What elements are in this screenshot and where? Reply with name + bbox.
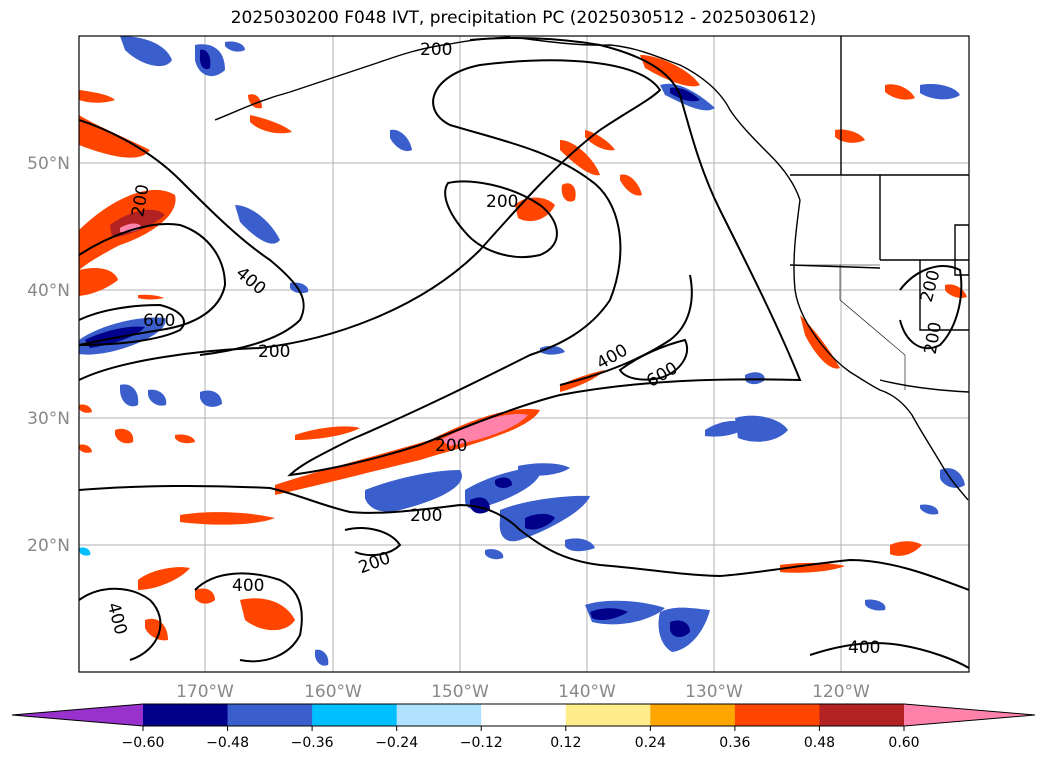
- colorbar-extend-high: [904, 704, 1035, 726]
- colorbar-tick-label: 0.36: [719, 735, 750, 751]
- contour-label: 400: [848, 638, 880, 658]
- lat-label: 30°N: [27, 409, 70, 429]
- colorbar-segment: [312, 704, 398, 726]
- colorbar-extend-low: [12, 704, 143, 726]
- lat-label: 20°N: [27, 536, 70, 556]
- contour-label: 200: [486, 192, 518, 212]
- colorbar-tick-label: −0.12: [460, 735, 503, 751]
- longitude-labels: 170°W 160°W 150°W 140°W 130°W 120°W: [176, 682, 870, 702]
- latitude-labels: 50°N 40°N 30°N 20°N: [27, 154, 70, 556]
- map-border: [78, 35, 970, 673]
- contour-label: 200: [258, 342, 290, 362]
- map-title: 2025030200 F048 IVT, precipitation PC (2…: [230, 8, 817, 28]
- precip-shading: [79, 36, 967, 666]
- colorbar-segment: [819, 704, 905, 726]
- state-borders: [790, 175, 906, 390]
- lon-label: 120°W: [812, 682, 870, 702]
- colorbar-tick-label: 0.12: [550, 735, 581, 751]
- colorbar-segment: [565, 704, 651, 726]
- colorbar-segment: [734, 704, 820, 726]
- colorbar-segment: [143, 704, 229, 726]
- ivt-contours: [79, 36, 969, 669]
- contour-label: 600: [143, 311, 175, 331]
- colorbar-segment: [481, 704, 567, 726]
- colorbar-segment: [227, 704, 313, 726]
- lon-label: 130°W: [685, 682, 743, 702]
- lat-label: 40°N: [27, 281, 70, 301]
- colorbar-tick-label: −0.24: [375, 735, 418, 751]
- lon-label: 150°W: [431, 682, 489, 702]
- colorbar-tick-label: −0.48: [206, 735, 249, 751]
- contour-label: 200: [435, 436, 467, 456]
- contour-label: 400: [232, 576, 264, 596]
- colorbar-tick-label: 0.48: [804, 735, 835, 751]
- colorbar-tick-label: 0.60: [888, 735, 919, 751]
- contour-label: 200: [410, 506, 442, 526]
- lon-label: 140°W: [558, 682, 616, 702]
- contour-label: 200: [420, 40, 452, 60]
- colorbar-tick-label: −0.60: [122, 735, 165, 751]
- lon-label: 170°W: [176, 682, 234, 702]
- colorbar-tick-label: 0.24: [635, 735, 666, 751]
- colorbar-segment: [650, 704, 736, 726]
- colorbar-segment: [396, 704, 482, 726]
- lat-label: 50°N: [27, 154, 70, 174]
- lon-label: 160°W: [304, 682, 362, 702]
- colorbar: −0.60 −0.48 −0.36 −0.24 −0.12 0.12 0.24 0.36 0.4…: [11, 703, 1036, 751]
- colorbar-tick-label: −0.36: [291, 735, 334, 751]
